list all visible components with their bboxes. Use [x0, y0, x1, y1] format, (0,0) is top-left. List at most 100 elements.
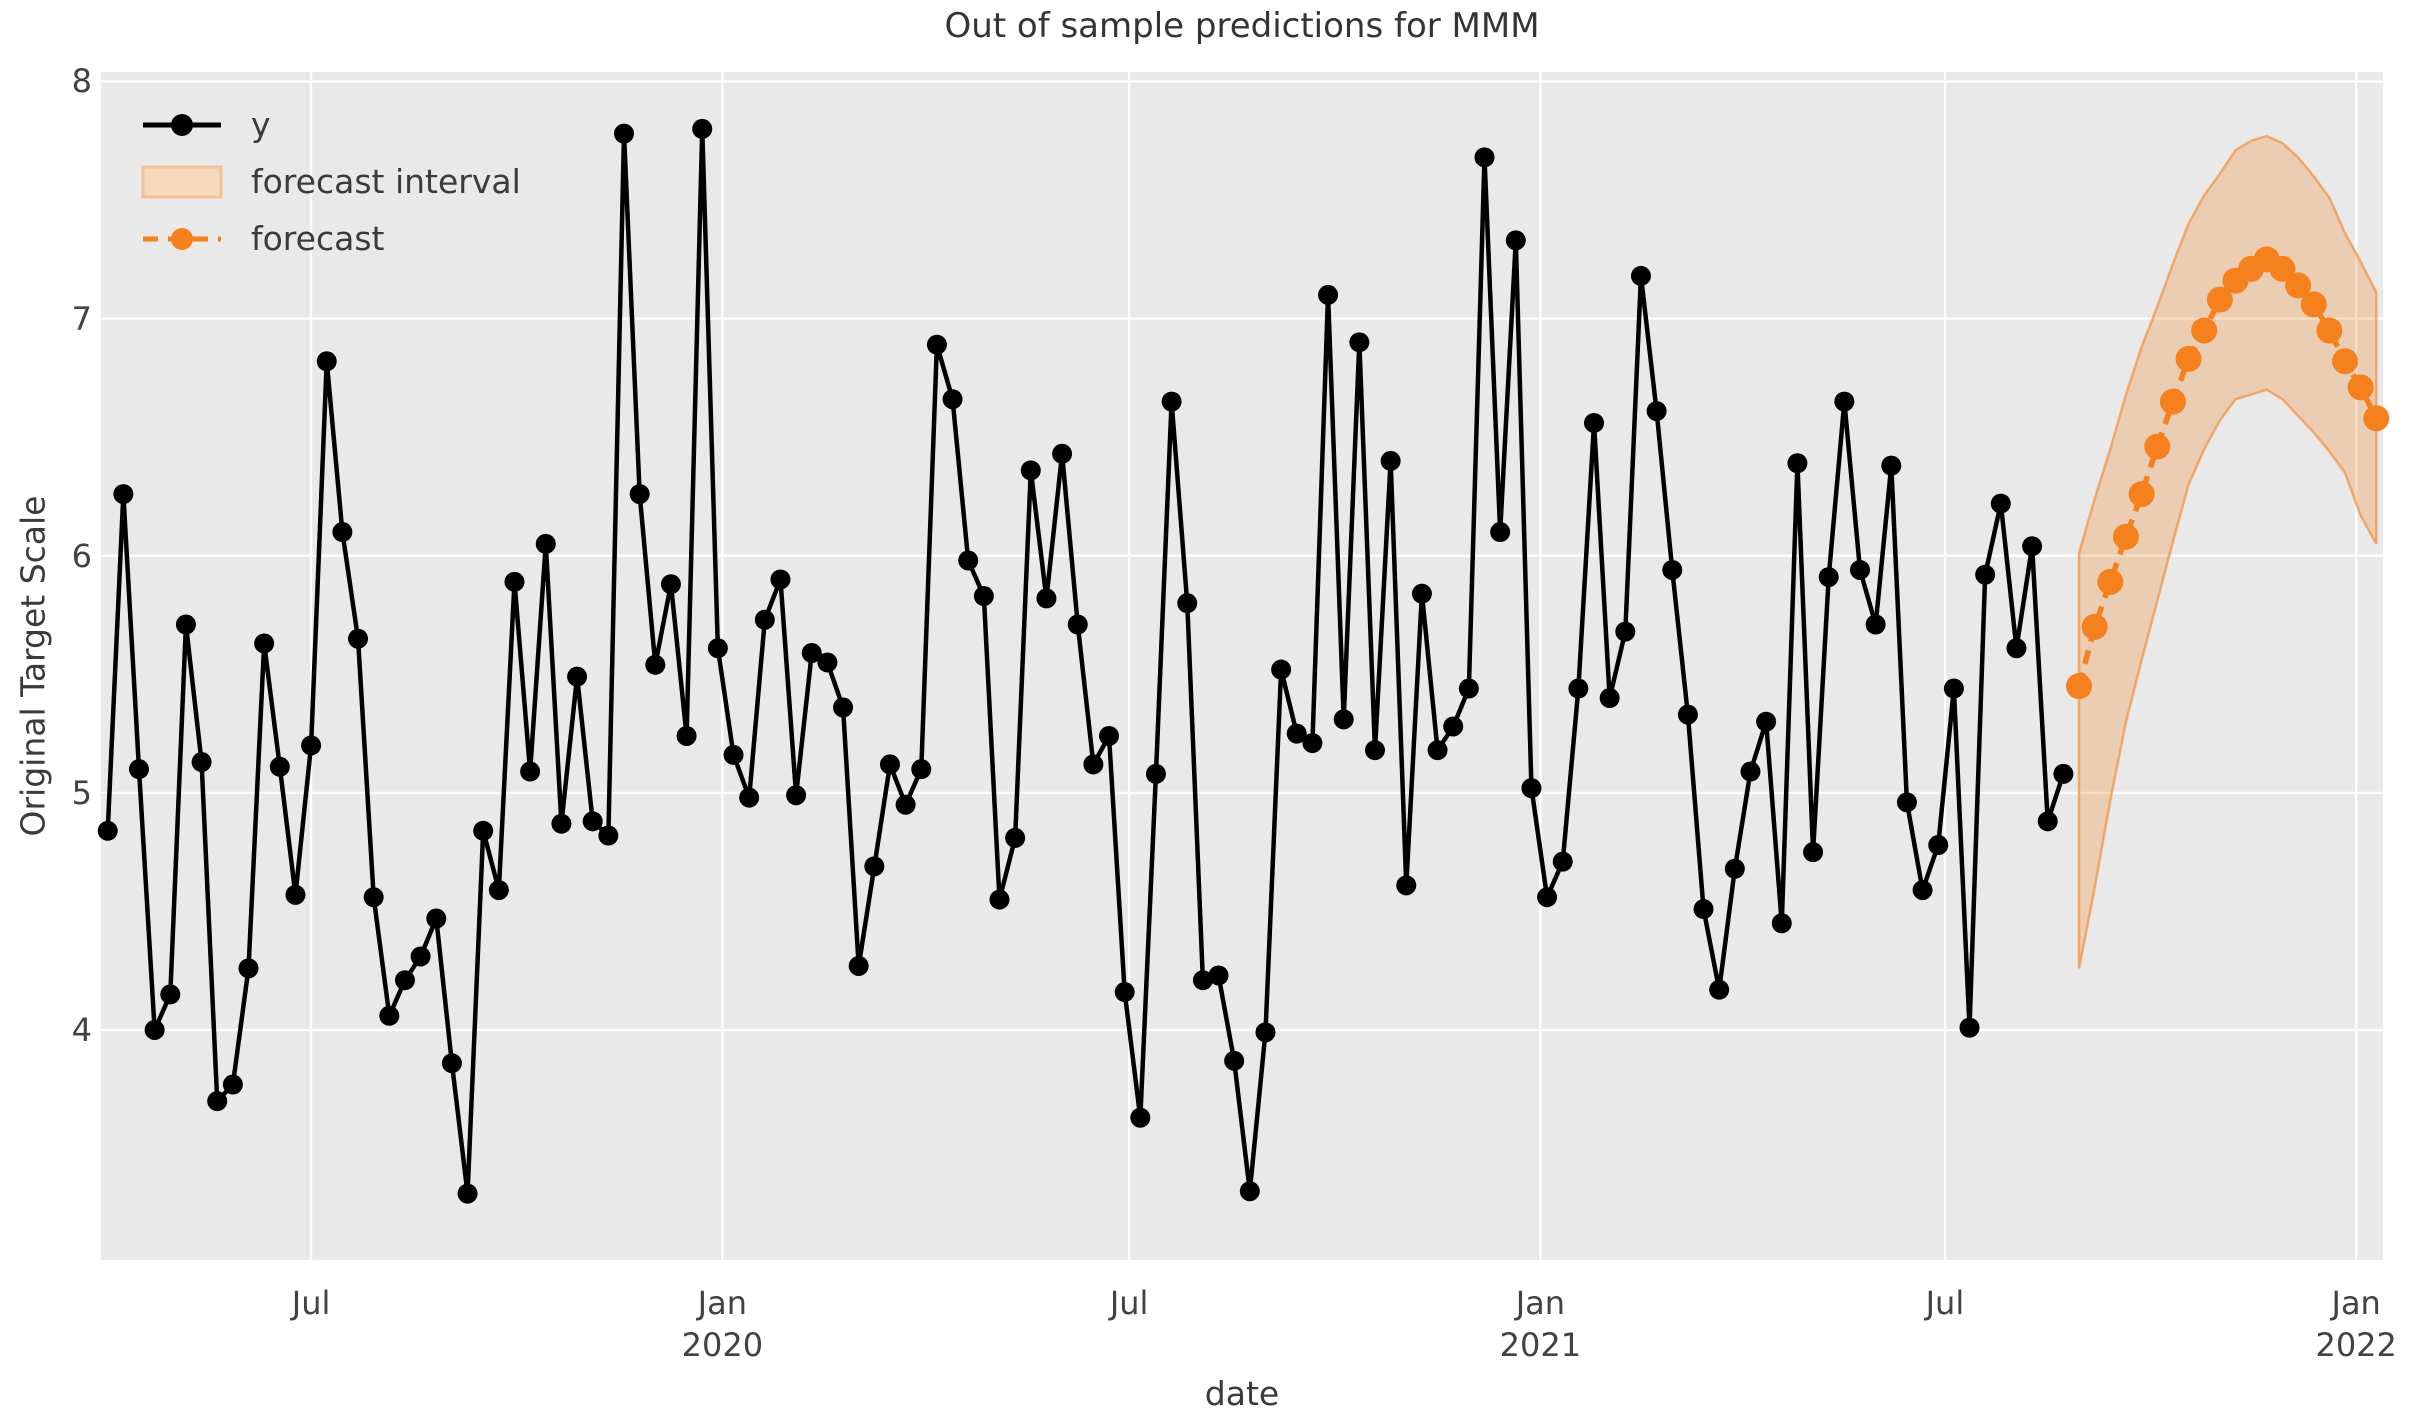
y-series-point	[535, 533, 556, 554]
y-series-point	[1161, 391, 1182, 412]
y-tick-label: 5	[71, 773, 92, 812]
forecast-point	[2191, 317, 2218, 344]
forecast-point	[2128, 481, 2155, 508]
y-series-point	[1427, 740, 1448, 761]
y-series-point	[1615, 621, 1636, 642]
y-series-point	[1709, 979, 1730, 1000]
y-series-point	[786, 785, 807, 806]
y-series-point	[457, 1183, 478, 1204]
y-series-point	[426, 908, 447, 929]
y-series-point	[739, 787, 760, 808]
y-series-point	[1584, 412, 1605, 433]
x-axis-label: date	[1204, 1374, 1280, 1413]
legend-label-y: y	[251, 105, 271, 144]
y-series-point	[1099, 725, 1120, 746]
y-series-point	[394, 970, 415, 991]
y-series-point	[989, 889, 1010, 910]
y-series-point	[1959, 1017, 1980, 1038]
y-tick-label: 7	[71, 299, 92, 338]
x-tick-label: Jul	[1109, 1284, 1149, 1322]
forecast-point	[2112, 523, 2139, 550]
y-series-point	[113, 484, 134, 505]
y-series-point	[254, 633, 275, 654]
y-series-point	[488, 880, 509, 901]
forecast-point	[2175, 345, 2202, 372]
forecast-point	[2206, 286, 2233, 313]
y-series-point	[1255, 1022, 1276, 1043]
y-series-point	[660, 574, 681, 595]
y-series-point	[1224, 1050, 1245, 1071]
y-series-point	[614, 123, 635, 144]
y-series-point	[1458, 678, 1479, 699]
y-series-point	[363, 887, 384, 908]
y-series-point	[175, 614, 196, 635]
y-tick-label: 8	[71, 62, 92, 101]
y-series-point	[707, 638, 728, 659]
y-series-point	[316, 351, 337, 372]
y-series-point	[1052, 443, 1073, 464]
y-series-point	[1568, 678, 1589, 699]
forecast-point	[2144, 433, 2171, 460]
y-series-point	[207, 1091, 228, 1112]
legend-item-forecast: forecast	[141, 210, 521, 267]
y-series-point	[128, 759, 149, 780]
forecast-interval-band	[2077, 134, 2378, 969]
y-series-point	[348, 628, 369, 649]
y-series-point	[222, 1074, 243, 1095]
forecast-point	[2081, 613, 2108, 640]
x-tick-label: Jul	[291, 1284, 331, 1322]
y-series-point	[1677, 704, 1698, 725]
forecast-point	[2332, 348, 2359, 375]
y-series-point	[1521, 778, 1542, 799]
legend-label-forecast: forecast	[251, 219, 385, 258]
y-series-point	[1865, 614, 1886, 635]
forecast-point	[2316, 317, 2343, 344]
y-series-point	[1928, 835, 1949, 856]
y-series-point	[1818, 567, 1839, 588]
y-series-point	[1537, 887, 1558, 908]
y-series-point	[1130, 1107, 1151, 1128]
y-series-point	[1020, 460, 1041, 481]
y-series-point	[1443, 716, 1464, 737]
y-series-point	[801, 642, 822, 663]
y-series-point	[301, 735, 322, 756]
y-series-point	[160, 984, 181, 1005]
y-series-point	[754, 609, 775, 630]
y-series-point	[676, 725, 697, 746]
y-series-point	[1975, 564, 1996, 585]
y-series-point	[332, 522, 353, 543]
y-series-point	[1693, 899, 1714, 920]
y-series-point	[551, 813, 572, 834]
y-series-point	[864, 856, 885, 877]
y-series-point	[504, 571, 525, 592]
y-series-point	[973, 586, 994, 607]
x-tick-year-label: 2021	[1499, 1326, 1582, 1364]
y-series-point	[1646, 401, 1667, 422]
x-tick-label: Jan	[2331, 1284, 2381, 1322]
legend-item-forecast-interval: forecast interval	[141, 153, 521, 210]
y-series-point	[285, 884, 306, 905]
y-series-point	[817, 652, 838, 673]
y-series-point	[1881, 455, 1902, 476]
y-series-point	[1380, 450, 1401, 471]
y-series-point	[1896, 792, 1917, 813]
y-series-point	[833, 697, 854, 718]
y-series-point	[1552, 851, 1573, 872]
y-series-point	[1318, 284, 1339, 305]
y-series-point	[1208, 965, 1229, 986]
y-series-point	[911, 759, 932, 780]
x-tick-year-label: 2022	[2315, 1326, 2397, 1364]
y-series-point	[410, 946, 431, 967]
forecast-point	[2285, 272, 2312, 299]
y-series-point	[598, 825, 619, 846]
y-series-point	[441, 1053, 462, 1074]
y-series-point	[269, 756, 290, 777]
y-series-point	[1302, 733, 1323, 754]
y-series-point	[1505, 230, 1526, 251]
y-series-point	[97, 820, 118, 841]
x-tick-label: Jan	[697, 1284, 747, 1322]
forecast-point	[2347, 374, 2374, 401]
y-series-point	[1943, 678, 1964, 699]
y-series-point	[1787, 453, 1808, 474]
